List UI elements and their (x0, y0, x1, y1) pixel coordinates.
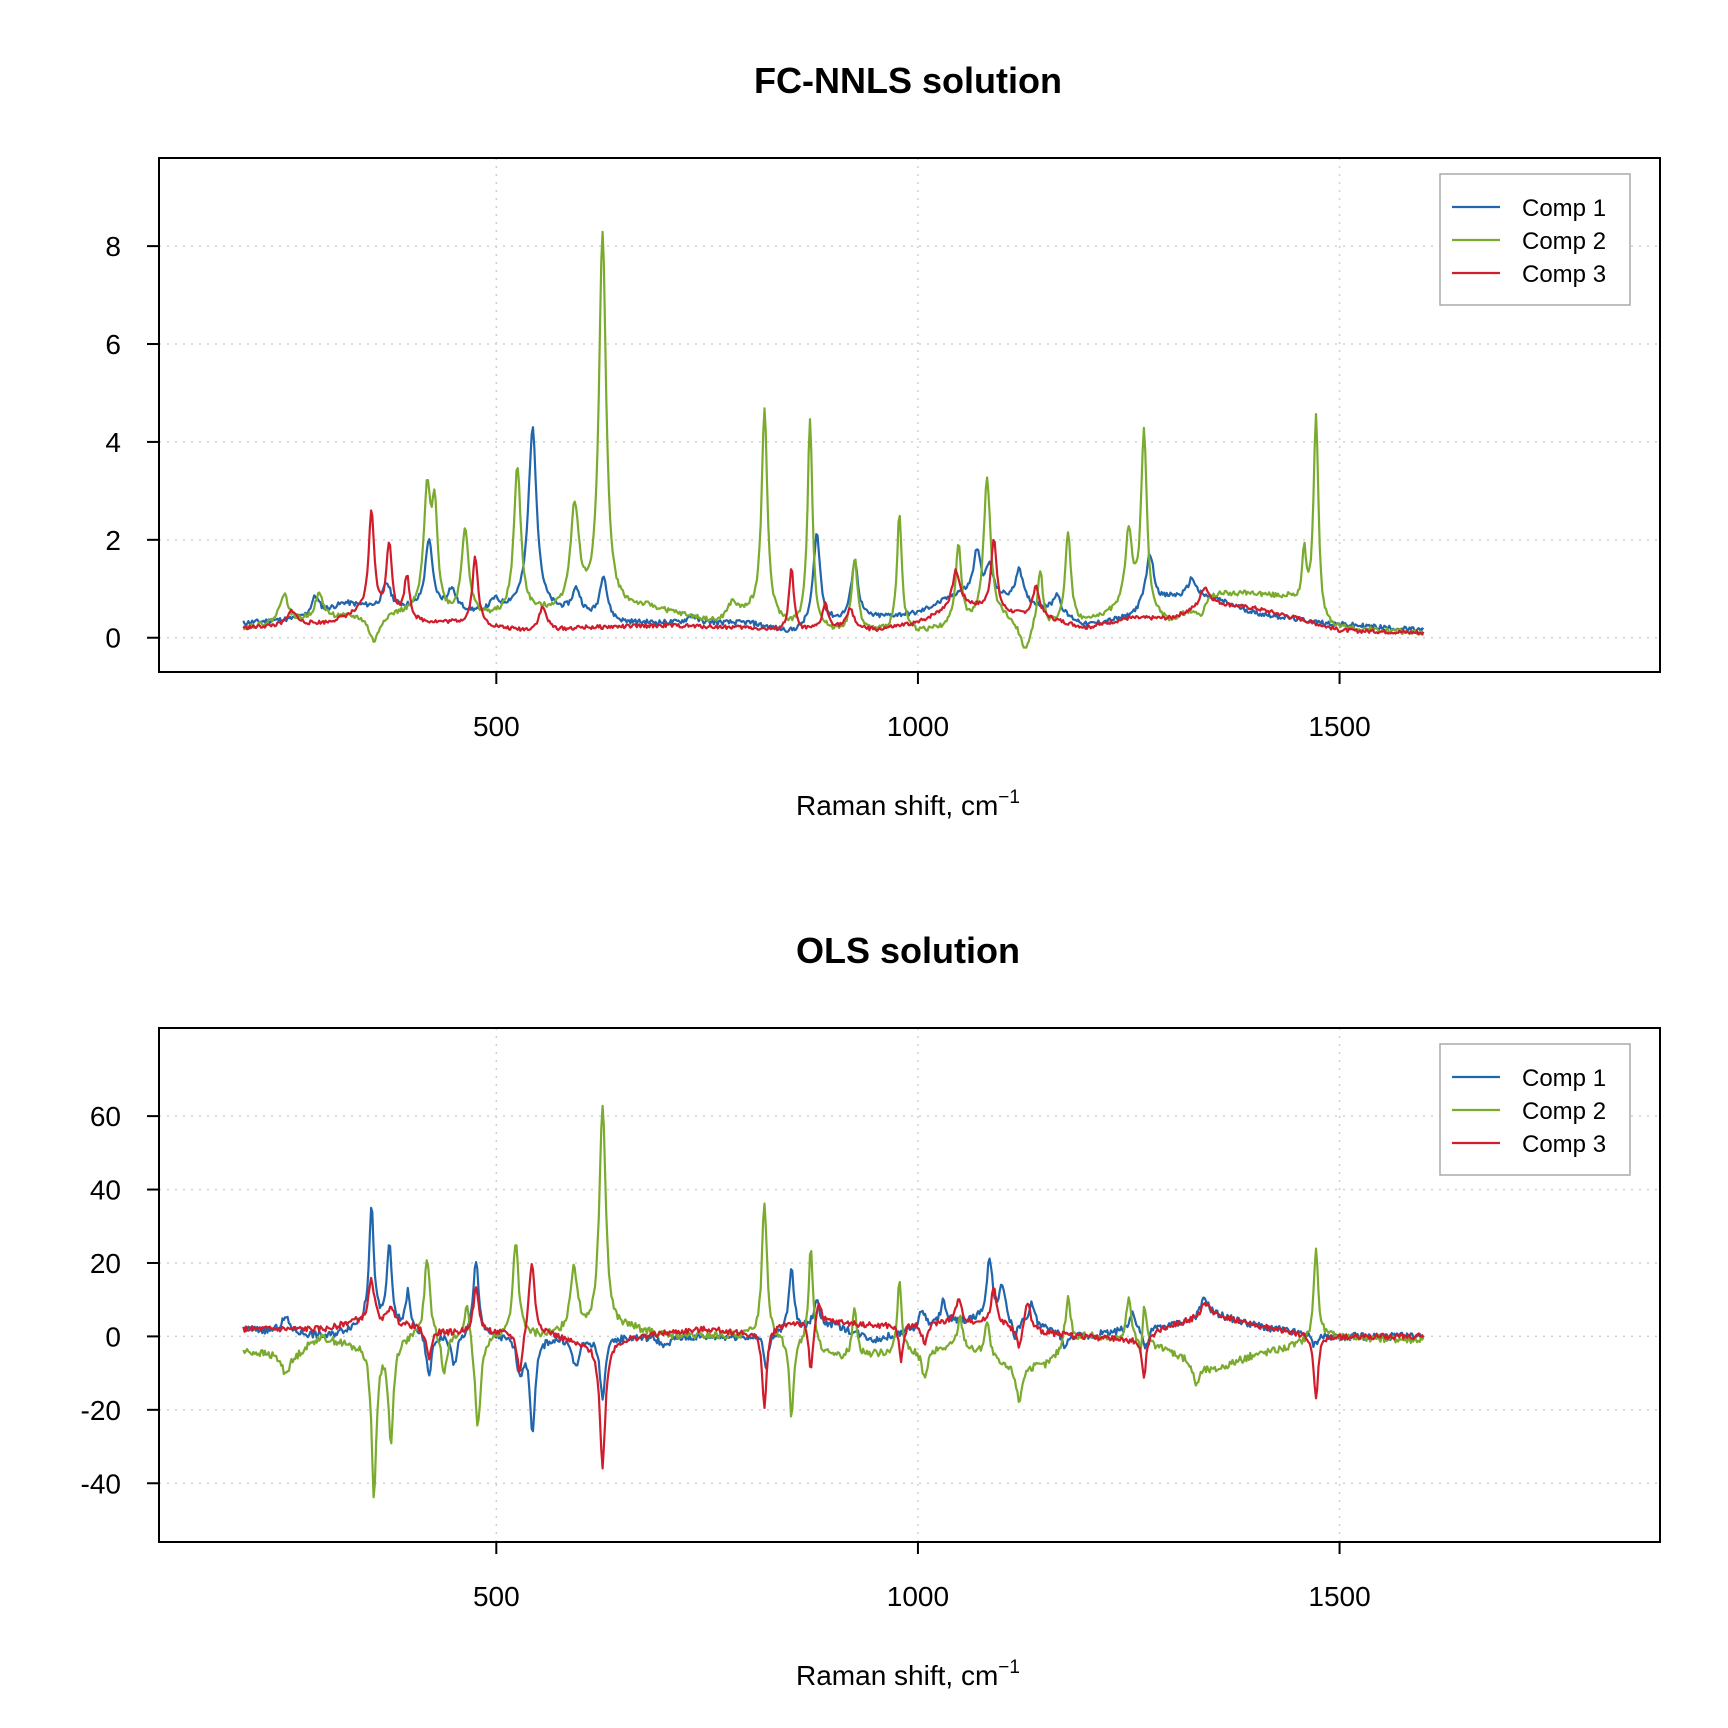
axis-ticks: 500 1000 1500 0 2 4 6 8 (105, 231, 1370, 742)
x-tick-label: 1000 (887, 711, 949, 742)
x-tick-label: 500 (473, 1581, 520, 1612)
y-tick-label: -20 (81, 1395, 121, 1426)
x-axis-label: Raman shift, cm−1 (796, 787, 1020, 821)
legend: Comp 1 Comp 2 Comp 3 (1439, 173, 1631, 306)
grid (159, 1028, 1660, 1542)
y-tick-label: 60 (90, 1101, 121, 1132)
plot-frame (158, 157, 1661, 673)
y-tick-label: 2 (105, 525, 121, 556)
plot-frame (158, 1027, 1661, 1543)
grid (159, 158, 1660, 672)
y-tick-label: 0 (105, 623, 121, 654)
y-tick-label: 0 (105, 1321, 121, 1352)
x-tick-label: 500 (473, 711, 520, 742)
chart-title: FC-NNLS solution (754, 60, 1062, 101)
y-tick-label: 6 (105, 329, 121, 360)
series-line-comp3 (242, 1263, 1425, 1470)
series-layer (242, 1104, 1425, 1499)
legend-label-comp1: Comp 1 (1522, 195, 1606, 222)
legend-label-comp2: Comp 2 (1522, 228, 1606, 255)
series-line-comp2 (243, 230, 1425, 649)
legend-label-comp1: Comp 1 (1522, 1065, 1606, 1092)
x-tick-label: 1500 (1308, 1581, 1370, 1612)
series-layer (242, 230, 1425, 649)
panel-ols: OLS solution 500 1000 1500 -40 -20 0 20 40 60 Ra… (81, 930, 1661, 1691)
series-line-comp1 (242, 426, 1425, 634)
legend-label-comp3: Comp 3 (1522, 1131, 1606, 1158)
legend-label-comp2: Comp 2 (1522, 1098, 1606, 1125)
legend-box (1439, 173, 1631, 306)
x-tick-label: 1000 (887, 1581, 949, 1612)
y-tick-label: 40 (90, 1175, 121, 1206)
y-tick-label: 20 (90, 1248, 121, 1279)
x-tick-label: 1500 (1308, 711, 1370, 742)
chart-title: OLS solution (796, 930, 1020, 971)
y-tick-label: -40 (81, 1468, 121, 1499)
series-line-comp2 (242, 1104, 1425, 1499)
x-axis-label: Raman shift, cm−1 (796, 1657, 1020, 1691)
legend: Comp 1 Comp 2 Comp 3 (1439, 1043, 1631, 1176)
y-tick-label: 4 (105, 427, 121, 458)
series-line-comp3 (242, 509, 1425, 636)
legend-label-comp3: Comp 3 (1522, 261, 1606, 288)
y-tick-label: 8 (105, 231, 121, 262)
panel-fc-nnls: FC-NNLS solution 500 1000 1500 0 2 4 6 8 Raman … (105, 60, 1661, 821)
axis-ticks: 500 1000 1500 -40 -20 0 20 40 60 (81, 1101, 1371, 1612)
